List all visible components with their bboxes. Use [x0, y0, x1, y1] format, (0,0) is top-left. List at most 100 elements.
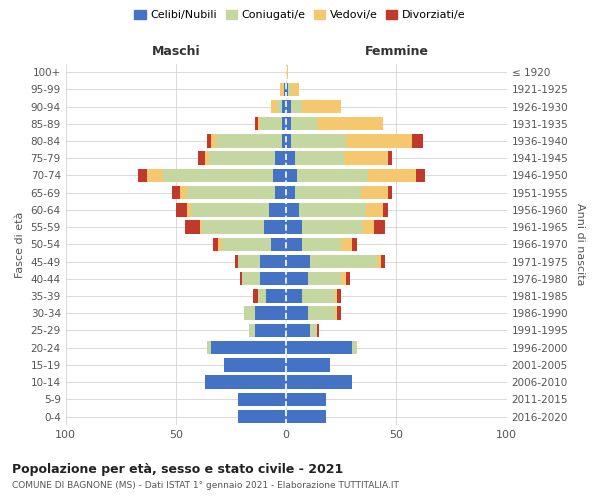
- Bar: [256, 117, 257, 130]
- Bar: [344, 152, 388, 165]
- Bar: [238, 255, 260, 268]
- Bar: [242, 272, 260, 285]
- Bar: [317, 117, 383, 130]
- Bar: [310, 324, 317, 337]
- Bar: [238, 392, 286, 406]
- Bar: [286, 358, 331, 372]
- Bar: [352, 341, 357, 354]
- Bar: [383, 203, 388, 216]
- Bar: [191, 203, 269, 216]
- Bar: [271, 238, 286, 251]
- Bar: [286, 100, 290, 114]
- Bar: [282, 117, 286, 130]
- Bar: [335, 290, 337, 302]
- Bar: [286, 203, 299, 216]
- Bar: [302, 100, 341, 114]
- Bar: [337, 306, 341, 320]
- Bar: [275, 186, 286, 200]
- Bar: [215, 134, 282, 147]
- Text: Femmine: Femmine: [364, 46, 428, 59]
- Bar: [302, 238, 341, 251]
- Bar: [286, 168, 297, 182]
- Bar: [289, 82, 290, 96]
- Bar: [290, 134, 346, 147]
- Bar: [286, 341, 352, 354]
- Bar: [290, 117, 317, 130]
- Bar: [295, 186, 361, 200]
- Bar: [147, 168, 163, 182]
- Bar: [368, 168, 416, 182]
- Bar: [290, 100, 302, 114]
- Bar: [224, 358, 286, 372]
- Bar: [207, 341, 211, 354]
- Bar: [388, 186, 392, 200]
- Bar: [286, 117, 290, 130]
- Bar: [257, 117, 260, 130]
- Bar: [346, 272, 350, 285]
- Bar: [377, 255, 381, 268]
- Bar: [286, 66, 289, 79]
- Bar: [211, 134, 215, 147]
- Bar: [286, 186, 295, 200]
- Bar: [341, 272, 346, 285]
- Bar: [240, 272, 242, 285]
- Bar: [286, 255, 310, 268]
- Bar: [299, 203, 365, 216]
- Bar: [260, 272, 286, 285]
- Bar: [335, 306, 337, 320]
- Bar: [364, 220, 374, 234]
- Bar: [341, 238, 352, 251]
- Bar: [187, 203, 191, 216]
- Bar: [308, 306, 335, 320]
- Bar: [286, 376, 352, 389]
- Bar: [260, 255, 286, 268]
- Bar: [207, 134, 211, 147]
- Bar: [290, 82, 299, 96]
- Bar: [172, 186, 181, 200]
- Bar: [266, 290, 286, 302]
- Bar: [286, 238, 302, 251]
- Bar: [381, 255, 385, 268]
- Bar: [198, 152, 205, 165]
- Bar: [286, 272, 308, 285]
- Bar: [269, 203, 286, 216]
- Bar: [286, 82, 289, 96]
- Bar: [365, 203, 383, 216]
- Bar: [337, 290, 341, 302]
- Bar: [181, 186, 187, 200]
- Bar: [412, 134, 423, 147]
- Bar: [416, 168, 425, 182]
- Bar: [286, 290, 302, 302]
- Bar: [277, 100, 282, 114]
- Bar: [286, 410, 326, 423]
- Bar: [163, 168, 273, 182]
- Y-axis label: Fasce di età: Fasce di età: [15, 211, 25, 278]
- Bar: [295, 152, 344, 165]
- Bar: [317, 324, 319, 337]
- Bar: [218, 238, 222, 251]
- Bar: [222, 238, 271, 251]
- Bar: [308, 272, 341, 285]
- Bar: [214, 238, 218, 251]
- Y-axis label: Anni di nascita: Anni di nascita: [575, 203, 585, 285]
- Bar: [139, 168, 147, 182]
- Bar: [271, 100, 277, 114]
- Bar: [260, 117, 282, 130]
- Bar: [256, 324, 286, 337]
- Bar: [388, 152, 392, 165]
- Bar: [286, 220, 302, 234]
- Bar: [273, 168, 286, 182]
- Bar: [256, 306, 286, 320]
- Bar: [244, 306, 256, 320]
- Bar: [253, 290, 257, 302]
- Bar: [286, 306, 308, 320]
- Text: Popolazione per età, sesso e stato civile - 2021: Popolazione per età, sesso e stato civil…: [12, 462, 343, 475]
- Bar: [352, 238, 357, 251]
- Bar: [257, 290, 266, 302]
- Bar: [238, 410, 286, 423]
- Bar: [297, 168, 368, 182]
- Bar: [280, 82, 284, 96]
- Bar: [249, 324, 256, 337]
- Bar: [200, 220, 202, 234]
- Bar: [209, 152, 275, 165]
